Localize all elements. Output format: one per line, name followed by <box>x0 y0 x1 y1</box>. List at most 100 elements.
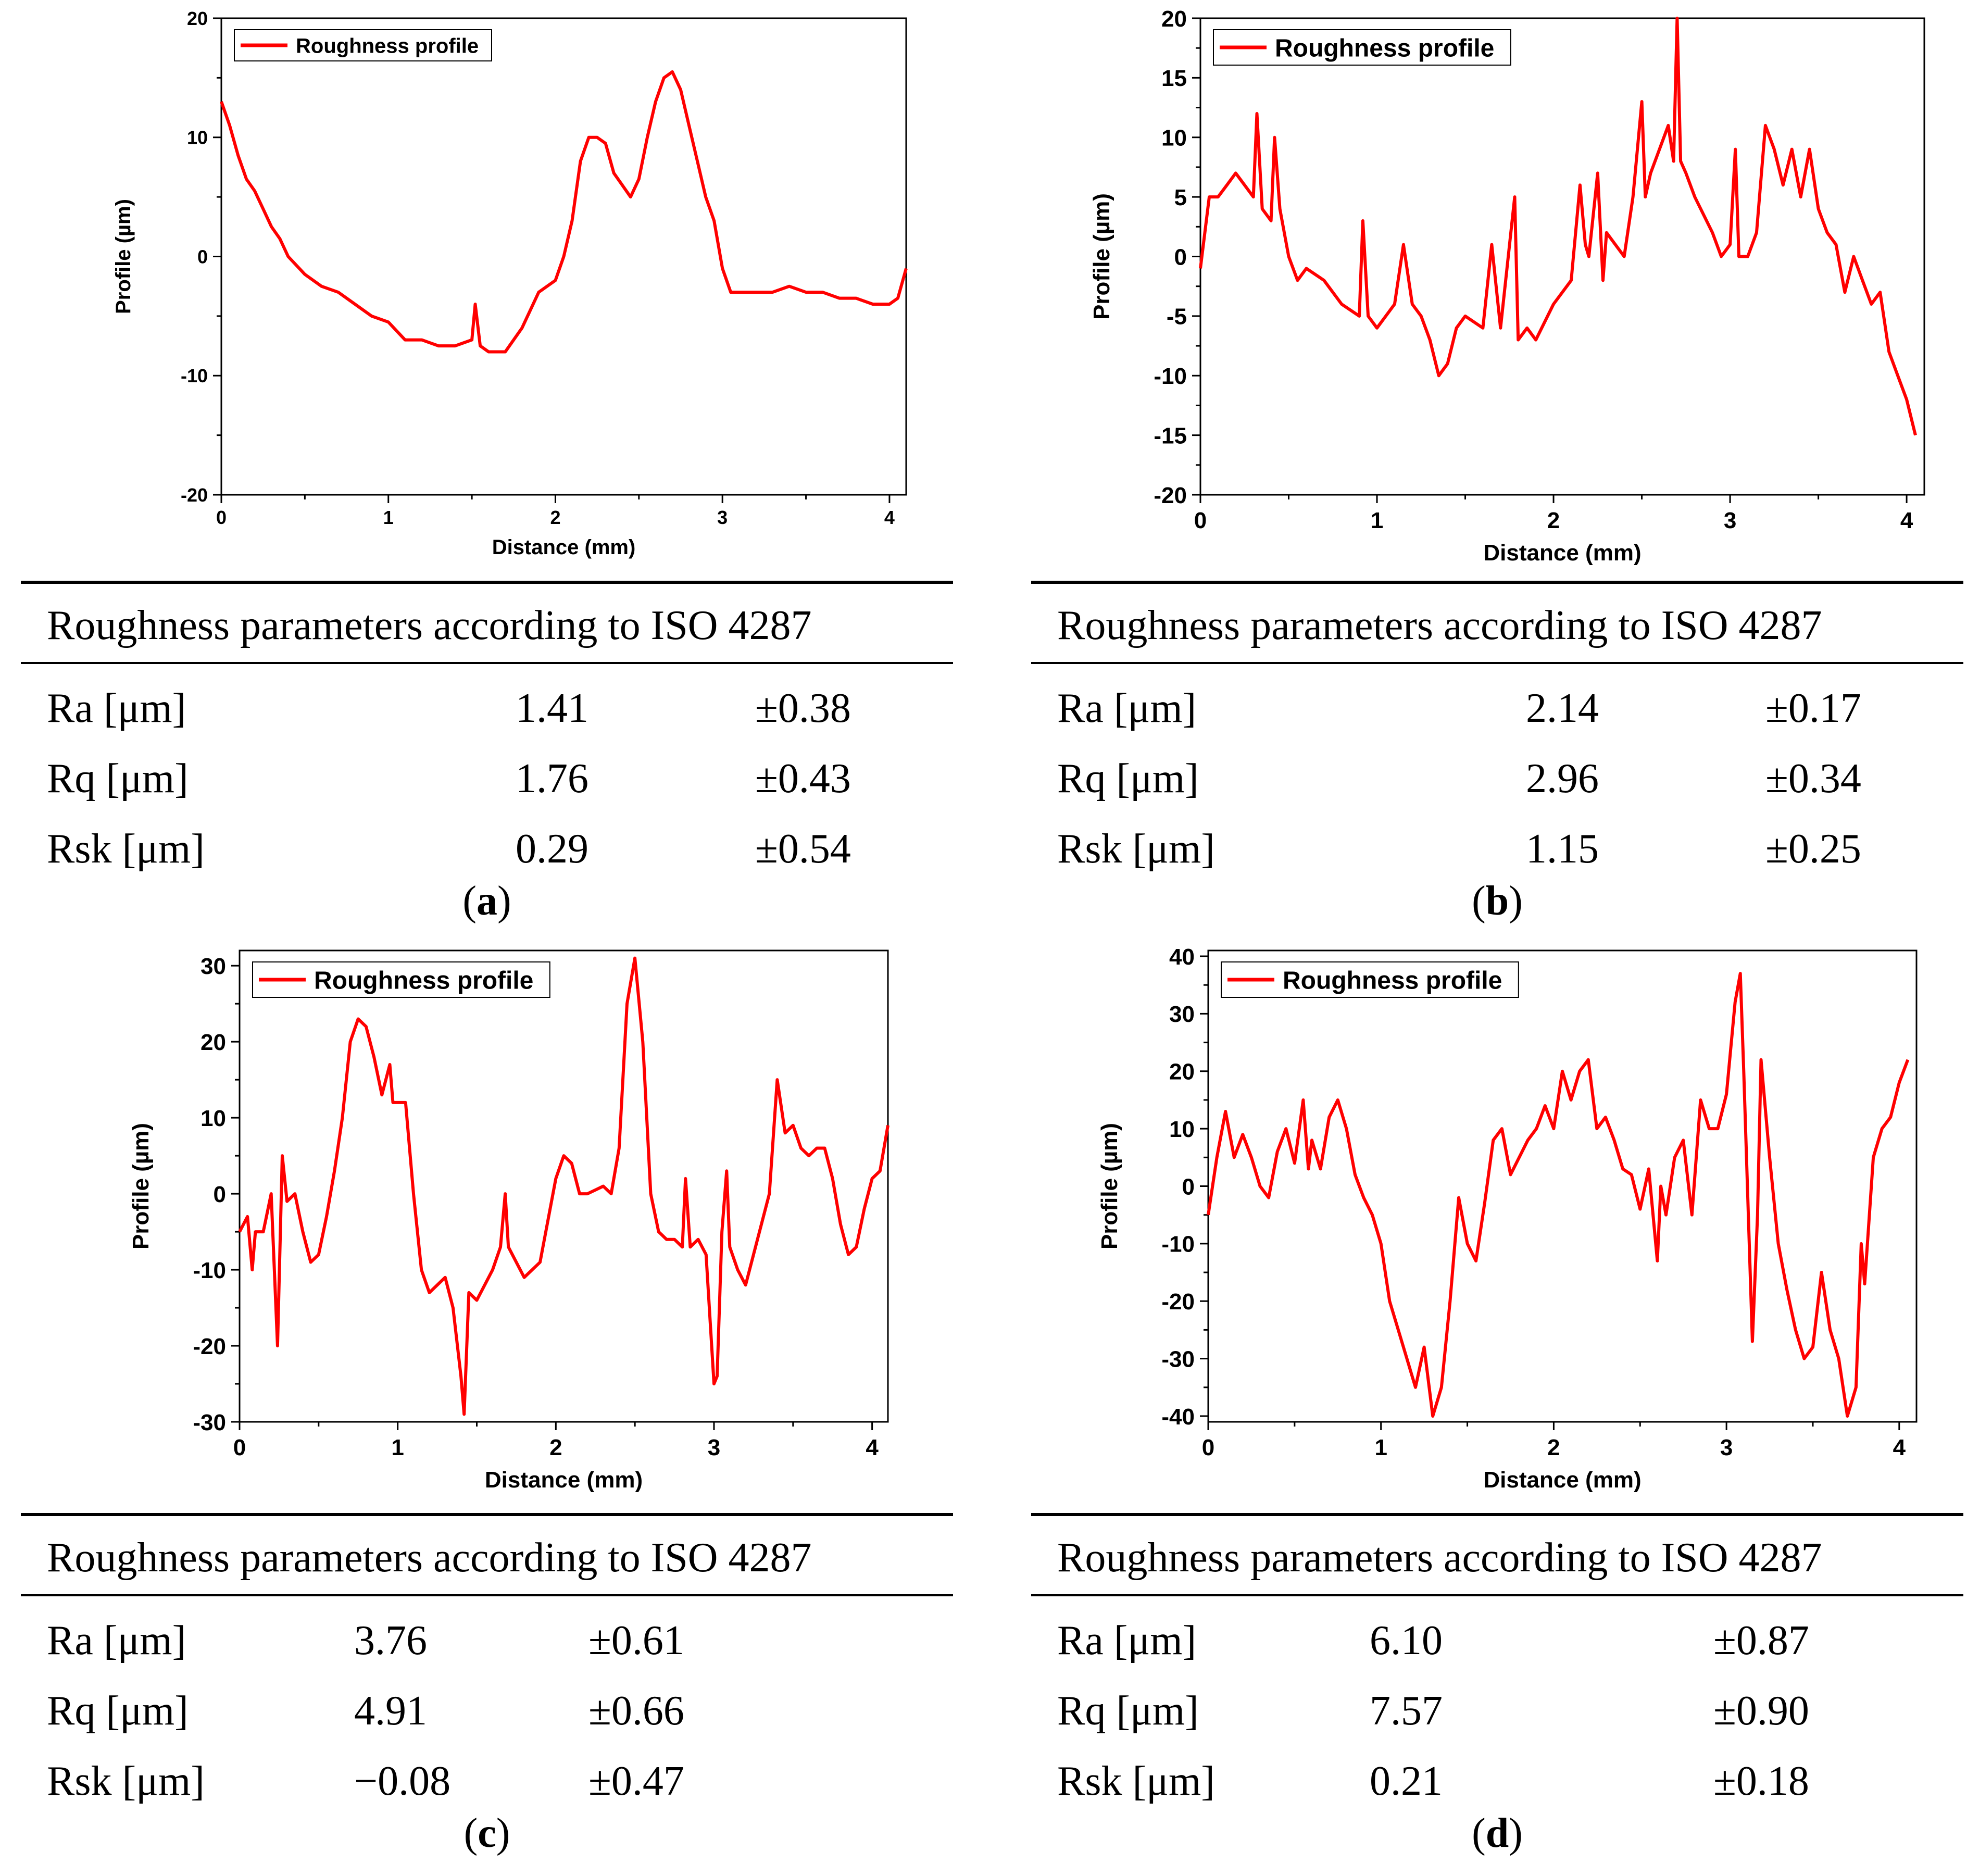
param-row-rq: Rq [μm] 2.96 ±0.34 <box>1031 744 1963 814</box>
x-tick-label: 0 <box>216 507 227 528</box>
param-name: Rq [μm] <box>47 756 189 802</box>
param-error: ±0.66 <box>588 1688 684 1734</box>
param-name: Rq [μm] <box>1057 756 1199 802</box>
param-name: Rsk [μm] <box>1057 1758 1215 1804</box>
params-table-b: Roughness parameters according to ISO 42… <box>1031 581 1963 924</box>
x-tick-label: 4 <box>884 507 895 528</box>
x-tick-label: 4 <box>1900 508 1913 533</box>
x-axis-label: Distance (mm) <box>485 1467 643 1493</box>
param-name: Ra [μm] <box>47 1618 186 1664</box>
x-tick-label: 3 <box>717 507 728 528</box>
y-axis-label: Profile (µm) <box>128 1123 154 1249</box>
y-tick-label: 30 <box>201 954 226 979</box>
param-row-rsk: Rsk [μm] −0.08 ±0.47 <box>21 1746 953 1817</box>
x-tick-label: 3 <box>708 1435 720 1460</box>
table-rule-top <box>1031 581 1963 584</box>
caption-letter: a <box>477 878 497 924</box>
y-tick-label: -20 <box>1161 1289 1195 1315</box>
y-tick-label: 0 <box>1174 244 1187 270</box>
y-tick-label: 10 <box>1161 126 1187 151</box>
param-name: Rsk [μm] <box>47 1758 205 1804</box>
param-name: Rsk [μm] <box>47 826 205 872</box>
param-error: ±0.43 <box>755 756 851 802</box>
y-tick-label: 20 <box>1169 1059 1195 1085</box>
x-tick-label: 2 <box>549 1435 562 1460</box>
y-tick-label: 20 <box>1161 6 1187 32</box>
param-value: 1.76 <box>516 756 588 802</box>
param-row-rq: Rq [μm] 4.91 ±0.66 <box>21 1676 953 1746</box>
legend-label: Roughness profile <box>1275 34 1494 62</box>
param-row-rq: Rq [μm] 1.76 ±0.43 <box>21 744 953 814</box>
param-row-ra: Ra [μm] 2.14 ±0.17 <box>1031 673 1963 744</box>
y-tick-label: -20 <box>1154 483 1187 508</box>
x-tick-label: 0 <box>1194 508 1207 533</box>
param-value: 6.10 <box>1370 1618 1443 1664</box>
table-rule-top <box>21 1513 953 1516</box>
y-tick-label: -40 <box>1161 1404 1195 1430</box>
y-tick-label: -15 <box>1154 423 1187 448</box>
param-row-ra: Ra [μm] 3.76 ±0.61 <box>21 1606 953 1676</box>
chart-c-svg: 0 1 2 3 4 -30 -20 -10 0 10 20 30 Distance (mm) Profil… <box>128 949 889 1493</box>
y-tick-label: 0 <box>1182 1174 1195 1199</box>
caption-letter: b <box>1485 878 1509 924</box>
x-tick-label: 1 <box>383 507 394 528</box>
y-tick-label: -30 <box>193 1410 226 1435</box>
roughness-profile-line <box>1199 17 1917 436</box>
y-tick-label: 20 <box>201 1030 226 1055</box>
table-rule-mid <box>1031 662 1963 664</box>
param-name: Rsk [μm] <box>1057 826 1215 872</box>
param-name: Ra [μm] <box>1057 685 1197 731</box>
y-axis-label: Profile (µm) <box>1089 193 1114 320</box>
param-value: −0.08 <box>354 1758 451 1804</box>
plot-frame <box>239 949 889 1423</box>
y-tick-label: -10 <box>193 1258 226 1283</box>
x-tick-label: 1 <box>391 1435 404 1460</box>
x-tick-label: 3 <box>1720 1435 1733 1460</box>
y-tick-label: -5 <box>1167 304 1187 330</box>
x-tick-label: 0 <box>1202 1435 1214 1460</box>
x-axis-label: Distance (mm) <box>1483 540 1641 566</box>
param-error: ±0.25 <box>1765 826 1861 872</box>
x-tick-label: 4 <box>1893 1435 1906 1460</box>
x-tick-label: 0 <box>233 1435 246 1460</box>
x-tick-label: 2 <box>1547 1435 1560 1460</box>
y-tick-label: -10 <box>1154 364 1187 389</box>
roughness-profile-line <box>238 956 889 1416</box>
y-tick-label: 10 <box>187 127 208 148</box>
param-row-ra: Ra [μm] 6.10 ±0.87 <box>1031 1606 1963 1676</box>
param-row-rsk: Rsk [μm] 0.29 ±0.54 <box>21 814 953 884</box>
panel-caption: (c) <box>463 1810 510 1856</box>
table-title: Roughness parameters according to ISO 42… <box>47 1535 812 1581</box>
y-tick-label: -10 <box>1161 1232 1195 1257</box>
x-tick-label: 2 <box>1547 508 1560 533</box>
y-tick-label: 0 <box>197 246 208 267</box>
param-name: Rq [μm] <box>1057 1688 1199 1734</box>
legend-label: Roughness profile <box>314 967 533 994</box>
y-tick-label: 10 <box>1169 1117 1195 1142</box>
y-tick-label: -20 <box>181 484 208 506</box>
chart-a: 0 1 2 3 4 -20 -10 0 10 20 Distance (mm) Profile (µm… <box>21 0 953 573</box>
chart-d-svg: 0 1 2 3 4 -40 -30 -20 -10 0 10 20 30 40 Distance (mm) P… <box>1097 944 1918 1493</box>
param-value: 3.76 <box>354 1618 427 1664</box>
param-row-rsk: Rsk [μm] 1.15 ±0.25 <box>1031 814 1963 884</box>
x-axis-label: Distance (mm) <box>492 536 636 559</box>
y-tick-label: -30 <box>1161 1346 1195 1372</box>
param-row-rsk: Rsk [μm] 0.21 ±0.18 <box>1031 1746 1963 1817</box>
table-title: Roughness parameters according to ISO 42… <box>1057 1535 1822 1581</box>
table-rule-mid <box>21 662 953 664</box>
y-tick-label: 30 <box>1169 1002 1195 1027</box>
param-value: 0.21 <box>1370 1758 1443 1804</box>
y-tick-label: 5 <box>1174 185 1187 210</box>
y-tick-label: -20 <box>193 1334 226 1359</box>
y-tick-label: 10 <box>201 1106 226 1131</box>
param-value: 2.96 <box>1526 756 1599 802</box>
param-value: 1.41 <box>516 685 588 731</box>
param-row-rq: Rq [μm] 7.57 ±0.90 <box>1031 1676 1963 1746</box>
table-rule-top <box>1031 1513 1963 1516</box>
legend-label: Roughness profile <box>296 34 479 57</box>
params-table-d: Roughness parameters according to ISO 42… <box>1031 1513 1963 1856</box>
param-value: 0.29 <box>516 826 588 872</box>
panel-caption: (d) <box>1472 1810 1523 1856</box>
y-tick-label: 0 <box>214 1182 226 1207</box>
roughness-profile-line <box>1207 972 1910 1418</box>
